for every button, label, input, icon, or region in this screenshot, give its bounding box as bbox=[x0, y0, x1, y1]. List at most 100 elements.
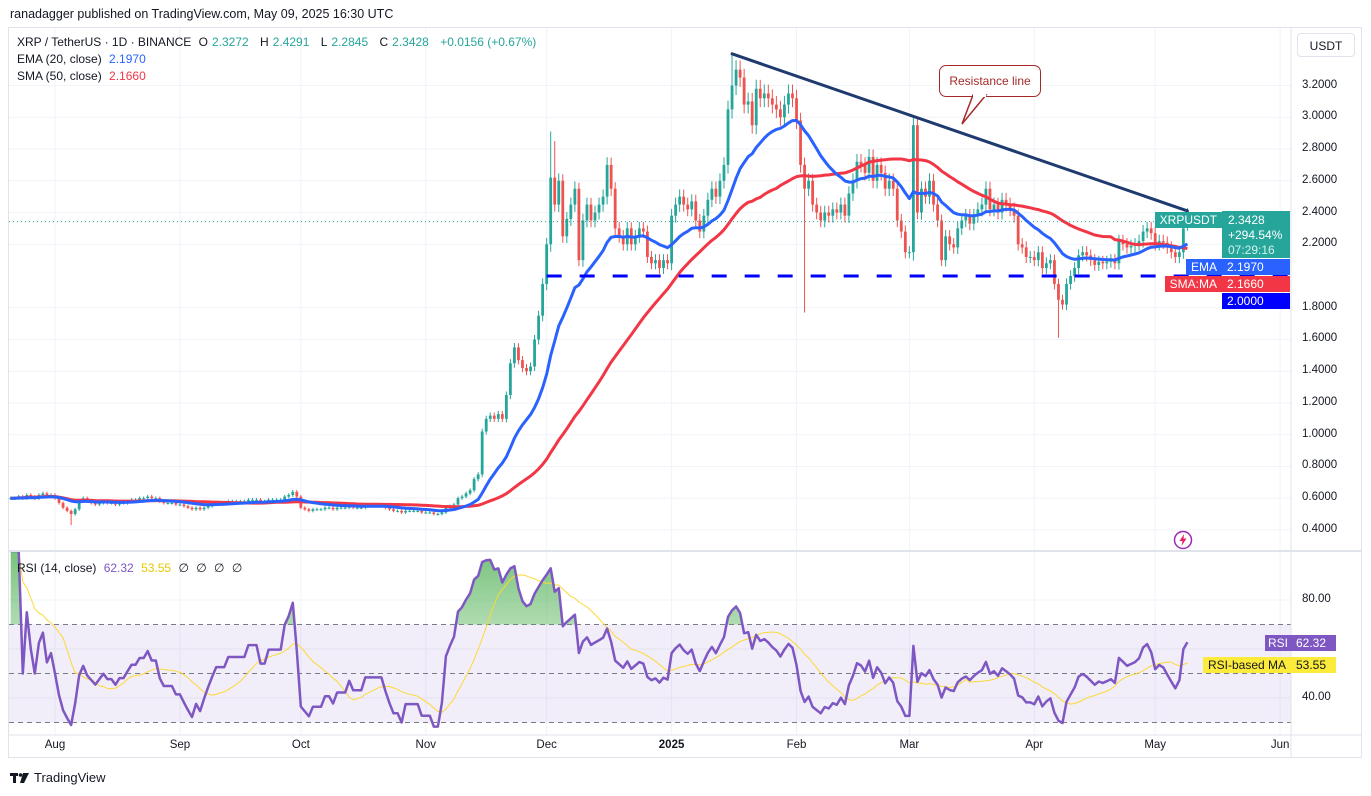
candle-body bbox=[154, 498, 158, 500]
candle-body bbox=[416, 510, 420, 512]
candle-body bbox=[597, 204, 601, 213]
candle-body bbox=[198, 507, 202, 510]
candle-body bbox=[1177, 252, 1181, 257]
candle-body bbox=[875, 164, 879, 181]
time-tick: Apr bbox=[1025, 739, 1044, 751]
grid-lines bbox=[9, 28, 1291, 735]
callout-pointer bbox=[961, 94, 988, 125]
candle-body bbox=[291, 491, 295, 496]
candle-body bbox=[1065, 283, 1068, 305]
rsi-legend[interactable]: RSI (14, close) 62.32 53.55 ∅ ∅ ∅ ∅ bbox=[17, 561, 246, 575]
open-value: O 2.3272 bbox=[198, 35, 249, 49]
candle-body bbox=[57, 498, 61, 503]
candle-body bbox=[944, 236, 948, 261]
candle-body bbox=[1020, 244, 1024, 248]
candle-body bbox=[460, 496, 464, 499]
rsi-extra-1: ∅ bbox=[178, 561, 189, 575]
currency-button[interactable]: USDT bbox=[1297, 33, 1355, 57]
time-tick: Aug bbox=[44, 739, 66, 751]
change-value: +0.0156 (+0.67%) bbox=[440, 35, 537, 49]
candle-body bbox=[968, 215, 972, 224]
candle-body bbox=[392, 509, 395, 511]
candle-body bbox=[468, 490, 472, 494]
rsi-ma-badge-label: RSI-based MA bbox=[1202, 657, 1291, 673]
rsi-extra-2: ∅ bbox=[196, 561, 207, 575]
candle-body bbox=[1141, 231, 1145, 242]
candle-body bbox=[609, 164, 613, 189]
flash-icon[interactable] bbox=[1173, 530, 1193, 550]
candle-body bbox=[678, 196, 682, 205]
candle-body bbox=[517, 347, 520, 361]
price-tick: 1.4000 bbox=[1302, 364, 1338, 377]
candle-body bbox=[613, 188, 617, 229]
candle-body bbox=[646, 231, 649, 257]
candle-body bbox=[718, 180, 722, 197]
resistance-trendline bbox=[730, 52, 1189, 213]
candle-body bbox=[545, 244, 549, 284]
candle-body bbox=[533, 339, 536, 367]
candle-body bbox=[851, 180, 855, 194]
candle-body bbox=[315, 509, 319, 511]
symbol-title[interactable]: XRP / TetherUS · 1D · BINANCE bbox=[17, 35, 192, 49]
candle-body bbox=[581, 220, 585, 261]
candle-body bbox=[194, 507, 198, 510]
candle-body bbox=[1182, 228, 1185, 253]
candle-body bbox=[251, 499, 254, 501]
candle-body bbox=[637, 228, 641, 237]
candle-body bbox=[617, 228, 621, 237]
candle-body bbox=[61, 502, 65, 508]
candle-body bbox=[903, 231, 907, 253]
candle-body bbox=[1008, 204, 1012, 210]
candle-body bbox=[41, 493, 45, 496]
candle-body bbox=[686, 204, 690, 210]
candle-body bbox=[404, 510, 408, 513]
candle-body bbox=[464, 493, 468, 497]
candle-body bbox=[936, 204, 939, 221]
candle-body bbox=[791, 93, 794, 99]
candle-body bbox=[1113, 260, 1117, 264]
candle-body bbox=[549, 177, 553, 245]
candle-body bbox=[480, 431, 484, 475]
candle-body bbox=[1036, 252, 1040, 261]
ema-legend[interactable]: EMA (20, close) 2.1970 bbox=[17, 52, 150, 66]
tradingview-brand: TradingView bbox=[34, 770, 106, 785]
candle-body bbox=[327, 507, 331, 509]
candle-body bbox=[537, 315, 540, 340]
time-tick: Mar bbox=[899, 739, 920, 751]
price-pane bbox=[9, 52, 1291, 526]
price-tick: 1.6000 bbox=[1302, 332, 1338, 345]
candle-body bbox=[907, 252, 911, 254]
sma-legend[interactable]: SMA (50, close) 2.1660 bbox=[17, 69, 150, 83]
rsi-ma-badge-value: 53.55 bbox=[1291, 657, 1336, 673]
candle-body bbox=[1016, 215, 1020, 245]
candle-body bbox=[871, 156, 875, 181]
candle-body bbox=[1101, 261, 1105, 264]
candle-body bbox=[706, 199, 710, 216]
candle-body bbox=[557, 180, 561, 205]
candle-body bbox=[400, 510, 403, 513]
price-tick: 1.8000 bbox=[1302, 300, 1338, 313]
rsi-tick: 80.00 bbox=[1302, 593, 1331, 605]
candle-body bbox=[682, 196, 686, 205]
candle-body bbox=[1053, 260, 1056, 284]
candle-body bbox=[396, 510, 399, 512]
candle-body bbox=[1069, 276, 1072, 284]
candle-body bbox=[702, 215, 706, 232]
resistance-callout[interactable]: Resistance line bbox=[939, 65, 1041, 97]
candle-body bbox=[65, 507, 69, 511]
candle-body bbox=[819, 212, 823, 221]
chart-frame bbox=[8, 27, 1362, 758]
candle-body bbox=[831, 209, 835, 216]
candle-body bbox=[774, 104, 778, 110]
candle-body bbox=[186, 506, 190, 508]
tradingview-logo-icon bbox=[10, 772, 29, 783]
candle-body bbox=[553, 177, 557, 205]
tradingview-logo[interactable]: TradingView bbox=[10, 770, 106, 785]
candle-body bbox=[424, 512, 428, 514]
candle-body bbox=[541, 283, 545, 316]
candle-body bbox=[142, 498, 146, 500]
candle-body bbox=[650, 256, 653, 264]
last-price-badge-row: XRPUSDT 2.3428 +294.54% 07:29:16 bbox=[1154, 211, 1290, 258]
price-tick: 0.8000 bbox=[1302, 459, 1338, 472]
